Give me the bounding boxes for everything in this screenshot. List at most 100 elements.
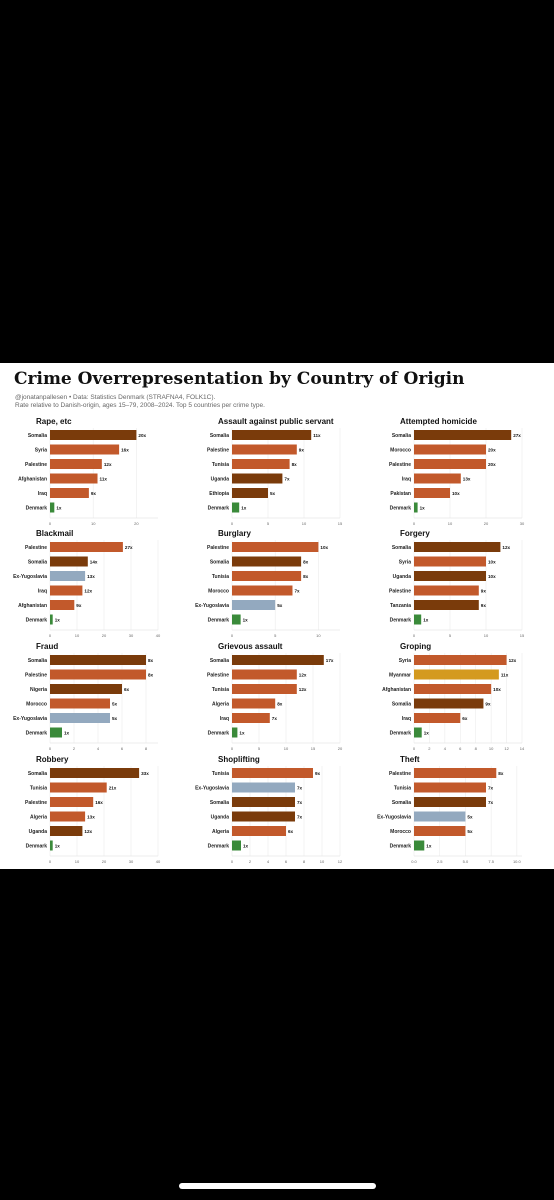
- bar: [414, 655, 507, 665]
- category-label: Denmark: [390, 844, 412, 850]
- category-label: Tunisia: [212, 574, 229, 580]
- category-label: Somalia: [28, 433, 47, 439]
- bar: [414, 556, 486, 567]
- tick-label: 10: [320, 859, 325, 864]
- data-label: 1x: [243, 618, 249, 623]
- data-label: 1x: [55, 618, 61, 623]
- category-label: Palestine: [25, 545, 47, 551]
- data-label: 7x: [297, 786, 303, 791]
- data-label: 1x: [243, 844, 249, 849]
- category-label: Afghanistan: [18, 603, 47, 609]
- chart-title: Attempted homicide: [400, 417, 477, 426]
- data-label: 27x: [125, 545, 133, 550]
- bar: [232, 600, 276, 610]
- data-label: 7x: [294, 589, 300, 594]
- category-label: Somalia: [210, 658, 229, 664]
- tick-label: 5: [258, 746, 261, 751]
- data-label: 12x: [299, 687, 307, 692]
- chart-title: Blackmail: [36, 529, 73, 538]
- tick-label: 10: [302, 521, 307, 526]
- category-label: Palestine: [389, 589, 411, 595]
- tick-label: 10: [284, 746, 289, 751]
- bar: [232, 556, 302, 567]
- tick-label: 4: [267, 859, 270, 864]
- data-label: 1x: [241, 506, 247, 511]
- tick-label: 2.5: [437, 859, 443, 864]
- tick-label: 0: [413, 521, 416, 526]
- tick-label: 20: [338, 746, 343, 751]
- chart-title: Rape, etc: [36, 417, 72, 426]
- bar: [50, 542, 123, 552]
- data-label: 7x: [297, 800, 303, 805]
- category-label: Pakistan: [390, 491, 411, 497]
- data-label: 6x: [462, 716, 468, 721]
- bar: [232, 488, 268, 498]
- data-label: 7x: [284, 477, 290, 482]
- bar: [232, 444, 297, 455]
- tick-label: 10: [75, 859, 80, 864]
- data-label: 6x: [124, 687, 130, 692]
- tick-label: 15: [338, 521, 343, 526]
- bar: [232, 684, 297, 694]
- category-label: Afghanistan: [18, 477, 47, 483]
- data-label: 7x: [297, 815, 303, 820]
- category-label: Ex-Yugoslavia: [195, 603, 229, 609]
- tick-label: 30: [129, 633, 134, 638]
- category-label: Somalia: [392, 545, 411, 551]
- tick-label: 0: [231, 521, 234, 526]
- chart-title: Groping: [400, 642, 431, 651]
- bar: [50, 826, 83, 836]
- bar: [232, 430, 312, 440]
- category-label: Denmark: [390, 618, 412, 624]
- tick-label: 6: [459, 746, 462, 751]
- bar: [232, 473, 283, 484]
- category-label: Somalia: [210, 433, 229, 439]
- data-label: 12x: [84, 589, 92, 594]
- data-label: 12x: [299, 673, 307, 678]
- tick-label: 0: [49, 746, 52, 751]
- bar: [232, 542, 319, 552]
- tick-label: 10: [448, 521, 453, 526]
- source-credit: @jonatanpallesen • Data: Statistics Denm…: [15, 394, 216, 401]
- home-indicator[interactable]: [179, 1183, 376, 1189]
- data-label: 11x: [501, 673, 509, 678]
- category-label: Palestine: [25, 673, 47, 679]
- bar: [232, 713, 270, 723]
- data-label: 8x: [148, 673, 154, 678]
- data-label: 20x: [488, 448, 496, 453]
- data-label: 17x: [326, 658, 334, 663]
- category-label: Somalia: [392, 800, 411, 806]
- category-label: Syria: [399, 658, 411, 664]
- category-label: Palestine: [25, 462, 47, 468]
- bar: [232, 655, 324, 665]
- data-label: 9x: [76, 603, 82, 608]
- bar: [50, 444, 120, 455]
- bar: [50, 614, 53, 625]
- bar: [50, 811, 86, 822]
- tick-label: 20: [102, 633, 107, 638]
- bar: [232, 797, 295, 807]
- data-label: 1x: [56, 506, 62, 511]
- category-label: Tunisia: [212, 687, 229, 693]
- bar: [414, 614, 422, 625]
- category-label: Denmark: [208, 731, 230, 737]
- bar: [50, 669, 146, 680]
- data-label: 5x: [467, 815, 473, 820]
- tick-label: 5: [274, 633, 277, 638]
- data-label: 14x: [90, 560, 98, 565]
- category-label: Syria: [399, 560, 411, 566]
- category-label: Ethiopia: [209, 491, 229, 497]
- category-label: Iraq: [402, 477, 411, 483]
- bar: [414, 473, 461, 484]
- data-label: 10x: [320, 545, 328, 550]
- data-label: 9x: [91, 491, 97, 496]
- bar: [232, 614, 241, 625]
- bar: [50, 585, 83, 596]
- bar: [50, 655, 146, 665]
- tick-label: 0: [413, 633, 416, 638]
- bar: [50, 488, 89, 498]
- category-label: Palestine: [207, 673, 229, 679]
- category-label: Palestine: [207, 448, 229, 454]
- data-label: 9x: [481, 589, 487, 594]
- category-label: Palestine: [389, 771, 411, 777]
